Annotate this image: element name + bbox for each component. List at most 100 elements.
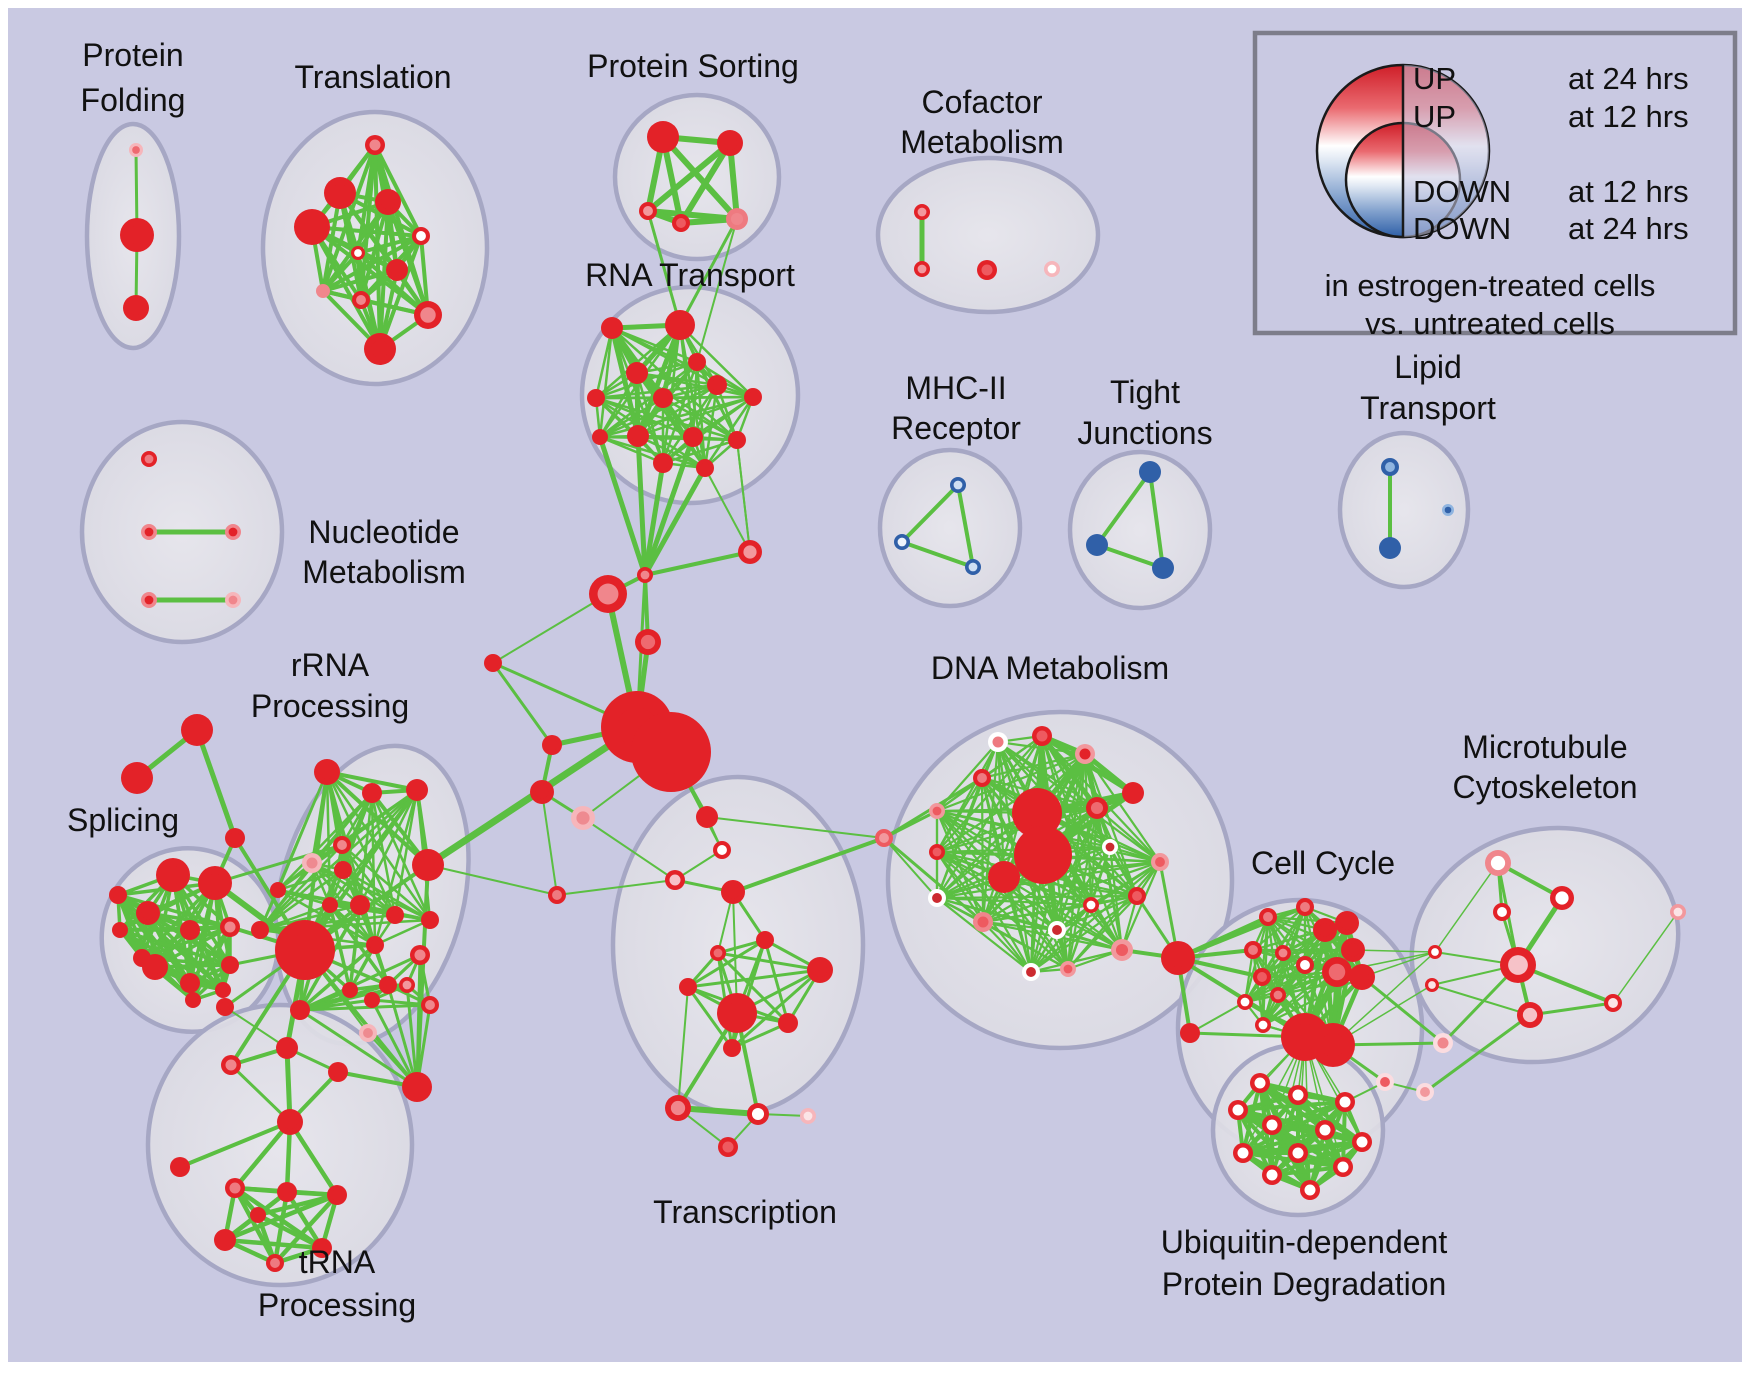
node-tx15 (718, 1137, 738, 1157)
clique-edge (1066, 903, 1093, 971)
node-inner-core (1346, 943, 1360, 957)
node-inner-core (1184, 1027, 1196, 1039)
clique-edge (1108, 845, 1139, 898)
node-dm7 (875, 829, 893, 847)
node-mt6 (1500, 947, 1536, 983)
node-inner-core (1340, 916, 1354, 930)
node-ub9 (1288, 1143, 1308, 1163)
node-inner-core (402, 980, 412, 990)
cluster-label-trna-processing: tRNA (299, 1244, 376, 1280)
edge (427, 864, 558, 896)
node-inner-core (319, 287, 327, 295)
cluster-label-rna-transport: RNA Transport (585, 257, 795, 293)
fan-edge (704, 467, 751, 553)
edge (1148, 470, 1165, 570)
node-rr15 (379, 976, 397, 994)
node-inner-core (897, 537, 907, 547)
clique-edge (340, 843, 432, 922)
clique-edge (980, 752, 1087, 780)
node-inner-core (144, 527, 154, 537)
node-dm8 (929, 844, 945, 860)
node-inner-core (1156, 561, 1170, 575)
clique-edge (935, 850, 985, 924)
node-rr1 (314, 759, 340, 785)
clique-edge (661, 360, 699, 465)
edge (900, 540, 975, 569)
node-rt11 (653, 453, 673, 473)
node-tx5 (710, 945, 726, 961)
clique-edge (328, 903, 352, 992)
node-inner-core (732, 435, 742, 445)
node-inner-core (1522, 1007, 1538, 1023)
node-inner-core (1318, 923, 1332, 937)
node-inner-core (1273, 990, 1283, 1000)
node-inner-core (1292, 1147, 1304, 1159)
clique-edge (1029, 806, 1099, 974)
cluster-ellipse-lipid-transport (1337, 430, 1471, 590)
edge (541, 791, 558, 896)
clique-edge (594, 396, 739, 442)
node-ub7 (1352, 1132, 1372, 1152)
node-inner-core (1115, 943, 1129, 957)
edge (646, 209, 682, 327)
node-inner-core (932, 847, 942, 857)
node-rr2 (362, 783, 382, 803)
node-inner-core (995, 868, 1013, 886)
node-dm14 (1151, 853, 1169, 871)
node-dm24 (1180, 1023, 1200, 1043)
node-tj1 (1139, 461, 1161, 483)
node-inner-core (1320, 1032, 1346, 1058)
node-inner-core (128, 769, 146, 787)
clique-edge (935, 894, 1139, 900)
clique-edge (695, 360, 739, 442)
node-dm16 (928, 889, 946, 907)
legend-footer-line: in estrogen-treated cells (1325, 268, 1656, 303)
clique-edge (116, 893, 232, 929)
node-sp11 (215, 982, 231, 998)
node-inner-core (229, 832, 241, 844)
node-ub6 (1315, 1120, 1335, 1140)
node-inner-core (1328, 963, 1346, 981)
legend-direction-label: DOWN (1413, 174, 1511, 209)
node-tr10 (414, 301, 442, 329)
clique-edge (598, 360, 699, 439)
edge (1189, 1001, 1246, 1034)
node-tj3 (1152, 557, 1174, 579)
node-inner-core (1266, 1169, 1278, 1181)
node-inner-core (1497, 907, 1507, 917)
node-ch1 (637, 567, 653, 583)
node-ccb3 (1433, 1033, 1453, 1053)
node-inner-core (711, 379, 723, 391)
edge (1360, 975, 1445, 1045)
node-inner-core (676, 218, 686, 228)
clique-edge (1089, 860, 1162, 907)
node-inner-core (727, 1043, 737, 1053)
legend-direction-label: UP (1413, 61, 1456, 96)
node-inner-core (488, 658, 498, 668)
edge (224, 1006, 288, 1049)
node-inner-core (228, 527, 238, 537)
node-inner-core (144, 595, 154, 605)
node-inner-core (1168, 948, 1188, 968)
node-inner-core (220, 1002, 230, 1012)
node-tx14 (800, 1108, 816, 1124)
clique-edge (1243, 970, 1339, 1004)
node-ub5 (1262, 1115, 1282, 1135)
clique-edge (635, 322, 683, 439)
node-inner-core (147, 959, 163, 975)
node-inner-core (1155, 857, 1165, 867)
clique-edge (1029, 903, 1093, 974)
node-inner-core (218, 1233, 232, 1247)
node-inner-core (163, 865, 183, 885)
node-inner-core (337, 840, 347, 850)
node-inner-core (1339, 1096, 1351, 1108)
node-dm1 (988, 732, 1008, 752)
node-rr17 (290, 1000, 310, 1020)
node-tn1 (216, 998, 234, 1016)
edge (732, 891, 738, 1014)
node-btw3 (399, 977, 415, 993)
node-inner-core (218, 985, 228, 995)
node-tn10 (214, 1229, 236, 1251)
node-inner-core (1232, 1104, 1244, 1116)
clique-edge (1236, 1100, 1347, 1112)
